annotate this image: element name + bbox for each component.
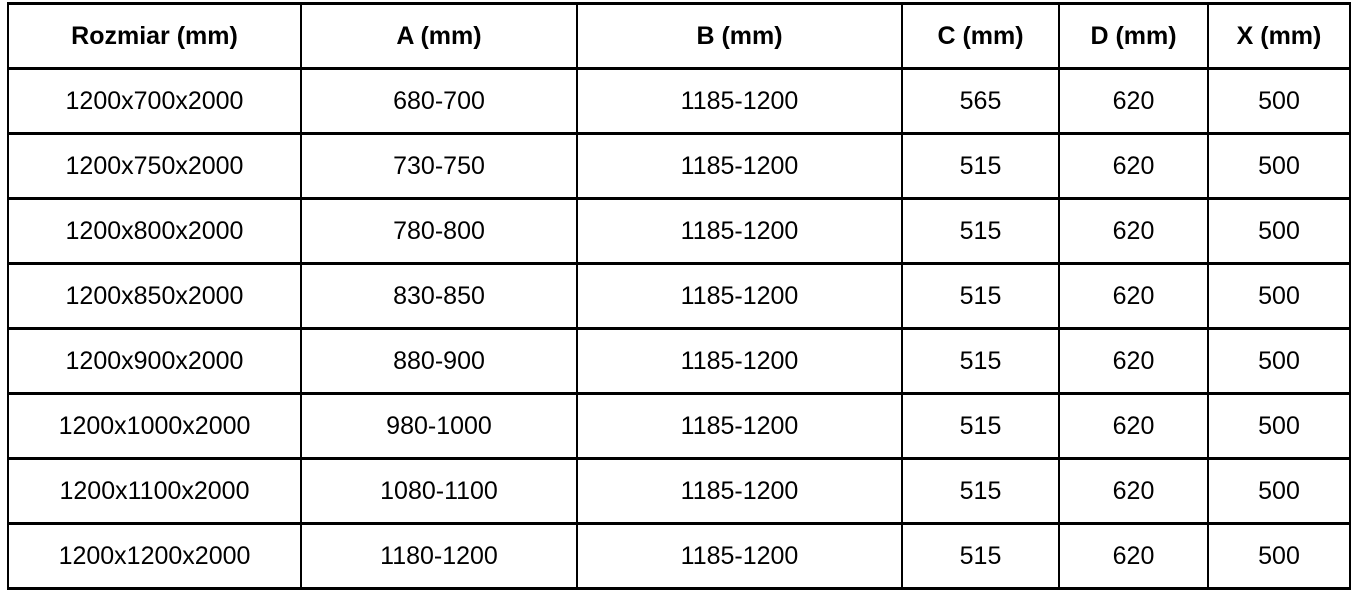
table-row: 1200x750x2000 730-750 1185-1200 515 620 500 [7, 132, 1351, 200]
table-cell: 780-800 [300, 197, 578, 265]
table-row: 1200x700x2000 680-700 1185-1200 565 620 500 [7, 67, 1351, 135]
table-cell: 1185-1200 [576, 457, 903, 525]
table-row: 1200x1000x2000 980-1000 1185-1200 515 620 500 [7, 392, 1351, 460]
column-header: A (mm) [300, 2, 578, 70]
table-cell: 620 [1058, 392, 1209, 460]
header-row: Rozmiar (mm) A (mm) B (mm) C (mm) D (mm) X (m… [7, 2, 1351, 70]
table-cell: 1180-1200 [300, 522, 578, 590]
table-cell: 500 [1207, 132, 1351, 200]
column-header: X (mm) [1207, 2, 1351, 70]
table-cell: 880-900 [300, 327, 578, 395]
table-cell: 1185-1200 [576, 197, 903, 265]
table-cell: 620 [1058, 457, 1209, 525]
table-cell: 500 [1207, 392, 1351, 460]
table-cell: 515 [901, 522, 1060, 590]
table-cell: 1200x800x2000 [7, 197, 302, 265]
table-cell: 1185-1200 [576, 67, 903, 135]
table-cell: 500 [1207, 457, 1351, 525]
column-header: Rozmiar (mm) [7, 2, 302, 70]
column-header: B (mm) [576, 2, 903, 70]
table-cell: 1200x700x2000 [7, 67, 302, 135]
table-cell: 1185-1200 [576, 262, 903, 330]
table-cell: 1185-1200 [576, 327, 903, 395]
table-cell: 1200x750x2000 [7, 132, 302, 200]
table-cell: 620 [1058, 67, 1209, 135]
table-cell: 1185-1200 [576, 522, 903, 590]
table-cell: 515 [901, 327, 1060, 395]
table-body: 1200x700x2000 680-700 1185-1200 565 620 500 12… [7, 67, 1351, 590]
table-cell: 1080-1100 [300, 457, 578, 525]
table-cell: 620 [1058, 132, 1209, 200]
table-cell: 1185-1200 [576, 132, 903, 200]
table-cell: 980-1000 [300, 392, 578, 460]
table-cell: 500 [1207, 262, 1351, 330]
table-header: Rozmiar (mm) A (mm) B (mm) C (mm) D (mm) X (m… [7, 2, 1351, 70]
size-specification-table: Rozmiar (mm) A (mm) B (mm) C (mm) D (mm) X (m… [7, 2, 1351, 590]
table-cell: 830-850 [300, 262, 578, 330]
table-cell: 500 [1207, 327, 1351, 395]
table-cell: 1200x850x2000 [7, 262, 302, 330]
column-header: C (mm) [901, 2, 1060, 70]
table-row: 1200x800x2000 780-800 1185-1200 515 620 500 [7, 197, 1351, 265]
table-cell: 1200x1100x2000 [7, 457, 302, 525]
table-cell: 620 [1058, 262, 1209, 330]
table-cell: 620 [1058, 327, 1209, 395]
table-cell: 515 [901, 197, 1060, 265]
column-header: D (mm) [1058, 2, 1209, 70]
table-cell: 500 [1207, 67, 1351, 135]
table-cell: 620 [1058, 522, 1209, 590]
table-cell: 620 [1058, 197, 1209, 265]
table-cell: 515 [901, 132, 1060, 200]
table-cell: 565 [901, 67, 1060, 135]
table-cell: 1185-1200 [576, 392, 903, 460]
table-cell: 500 [1207, 522, 1351, 590]
table-cell: 515 [901, 392, 1060, 460]
table-row: 1200x1100x2000 1080-1100 1185-1200 515 620 50… [7, 457, 1351, 525]
table-cell: 1200x1200x2000 [7, 522, 302, 590]
table-cell: 515 [901, 457, 1060, 525]
table-cell: 680-700 [300, 67, 578, 135]
table-cell: 1200x900x2000 [7, 327, 302, 395]
table-row: 1200x1200x2000 1180-1200 1185-1200 515 620 50… [7, 522, 1351, 590]
table-cell: 730-750 [300, 132, 578, 200]
table-row: 1200x850x2000 830-850 1185-1200 515 620 500 [7, 262, 1351, 330]
table-cell: 1200x1000x2000 [7, 392, 302, 460]
table-row: 1200x900x2000 880-900 1185-1200 515 620 500 [7, 327, 1351, 395]
table-cell: 515 [901, 262, 1060, 330]
table-cell: 500 [1207, 197, 1351, 265]
